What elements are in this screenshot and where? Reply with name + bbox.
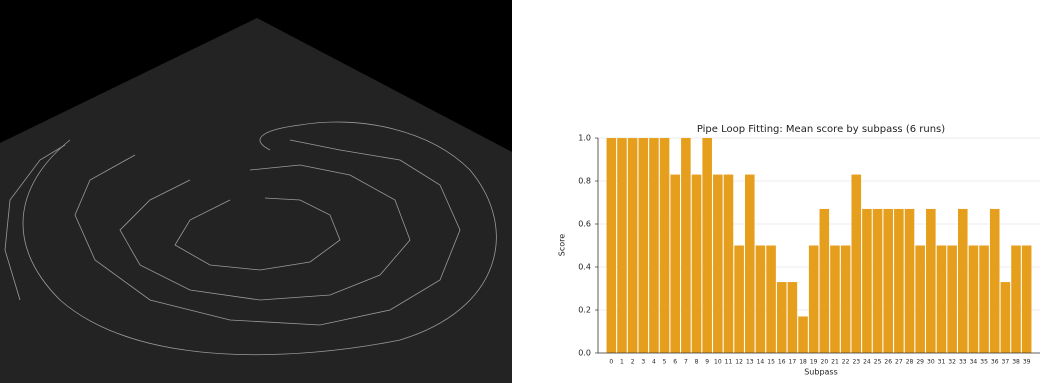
x-tick-label: 14: [757, 359, 765, 366]
x-tick-label: 8: [695, 359, 699, 366]
x-tick-label: 22: [842, 359, 850, 366]
bar: [724, 175, 734, 353]
x-tick-label: 28: [906, 359, 914, 366]
x-tick-label: 26: [884, 359, 892, 366]
x-tick-label: 33: [959, 359, 967, 366]
x-tick-label: 31: [938, 359, 946, 366]
x-tick-label: 10: [714, 359, 722, 366]
x-tick-label: 32: [948, 359, 956, 366]
x-tick-label: 12: [735, 359, 743, 366]
bar: [681, 138, 691, 353]
x-tick-label: 37: [1002, 359, 1010, 366]
bar: [926, 209, 936, 353]
y-tick-label: 0.0: [578, 349, 591, 358]
x-tick-label: 0: [609, 359, 613, 366]
x-tick-label: 2: [631, 359, 635, 366]
bar: [883, 209, 893, 353]
bar: [788, 282, 798, 353]
y-tick-label: 1.0: [578, 134, 591, 143]
x-tick-label: 11: [725, 359, 733, 366]
bar: [841, 246, 851, 354]
x-tick-label: 3: [641, 359, 645, 366]
bar: [777, 282, 787, 353]
bar: [894, 209, 904, 353]
bar: [1011, 246, 1021, 354]
bar: [809, 246, 819, 354]
x-tick-label: 7: [684, 359, 688, 366]
bar: [969, 246, 979, 354]
screen: Pipe Loop Fitting: Mean score by subpass…: [0, 0, 1045, 383]
bar: [798, 316, 808, 353]
bar: [937, 246, 947, 354]
bar: [649, 138, 659, 353]
bar: [617, 138, 627, 353]
x-tick-label: 17: [789, 359, 797, 366]
bar: [1022, 246, 1032, 354]
bar: [670, 175, 680, 353]
y-tick-label: 0.2: [578, 306, 591, 315]
x-tick-label: 30: [927, 359, 935, 366]
bar: [734, 246, 744, 354]
bar: [692, 175, 702, 353]
x-tick-label: 35: [980, 359, 988, 366]
bar: [851, 175, 861, 353]
x-tick-label: 29: [916, 359, 924, 366]
bar: [947, 246, 957, 354]
x-tick-label: 9: [705, 359, 709, 366]
x-tick-label: 25: [874, 359, 882, 366]
chart-title: Pipe Loop Fitting: Mean score by subpass…: [697, 124, 945, 135]
chart: Pipe Loop Fitting: Mean score by subpass…: [0, 0, 1045, 383]
y-tick-label: 0.6: [578, 220, 591, 229]
x-tick-label: 19: [810, 359, 818, 366]
x-tick-label: 20: [821, 359, 829, 366]
bar: [905, 209, 915, 353]
bar: [745, 175, 755, 353]
x-tick-label: 27: [895, 359, 903, 366]
x-axis-label: Subpass: [804, 368, 838, 377]
bar: [702, 138, 712, 353]
x-tick-label: 39: [1023, 359, 1031, 366]
bar: [607, 138, 617, 353]
x-tick-label: 34: [970, 359, 978, 366]
x-tick-label: 24: [863, 359, 871, 366]
bar: [766, 246, 776, 354]
bar: [979, 246, 989, 354]
y-tick-label: 0.8: [578, 177, 591, 186]
x-tick-label: 4: [652, 359, 656, 366]
bar: [660, 138, 670, 353]
bar: [756, 246, 766, 354]
bar: [990, 209, 1000, 353]
bar: [862, 209, 872, 353]
x-tick-label: 36: [991, 359, 999, 366]
bar: [958, 209, 968, 353]
bar: [830, 246, 840, 354]
x-tick-label: 18: [799, 359, 807, 366]
x-tick-label: 15: [767, 359, 775, 366]
x-tick-label: 13: [746, 359, 754, 366]
x-tick-label: 21: [831, 359, 839, 366]
bar: [628, 138, 638, 353]
y-axis-label: Score: [558, 234, 567, 256]
y-tick-label: 0.4: [578, 263, 591, 272]
x-tick-label: 16: [778, 359, 786, 366]
x-tick-label: 1: [620, 359, 624, 366]
bar: [713, 175, 723, 353]
bar: [915, 246, 925, 354]
x-tick-label: 5: [663, 359, 667, 366]
bar: [638, 138, 648, 353]
x-tick-label: 23: [852, 359, 860, 366]
bar: [820, 209, 830, 353]
x-tick-label: 38: [1012, 359, 1020, 366]
bar: [1001, 282, 1011, 353]
x-tick-label: 6: [673, 359, 677, 366]
bar: [873, 209, 883, 353]
